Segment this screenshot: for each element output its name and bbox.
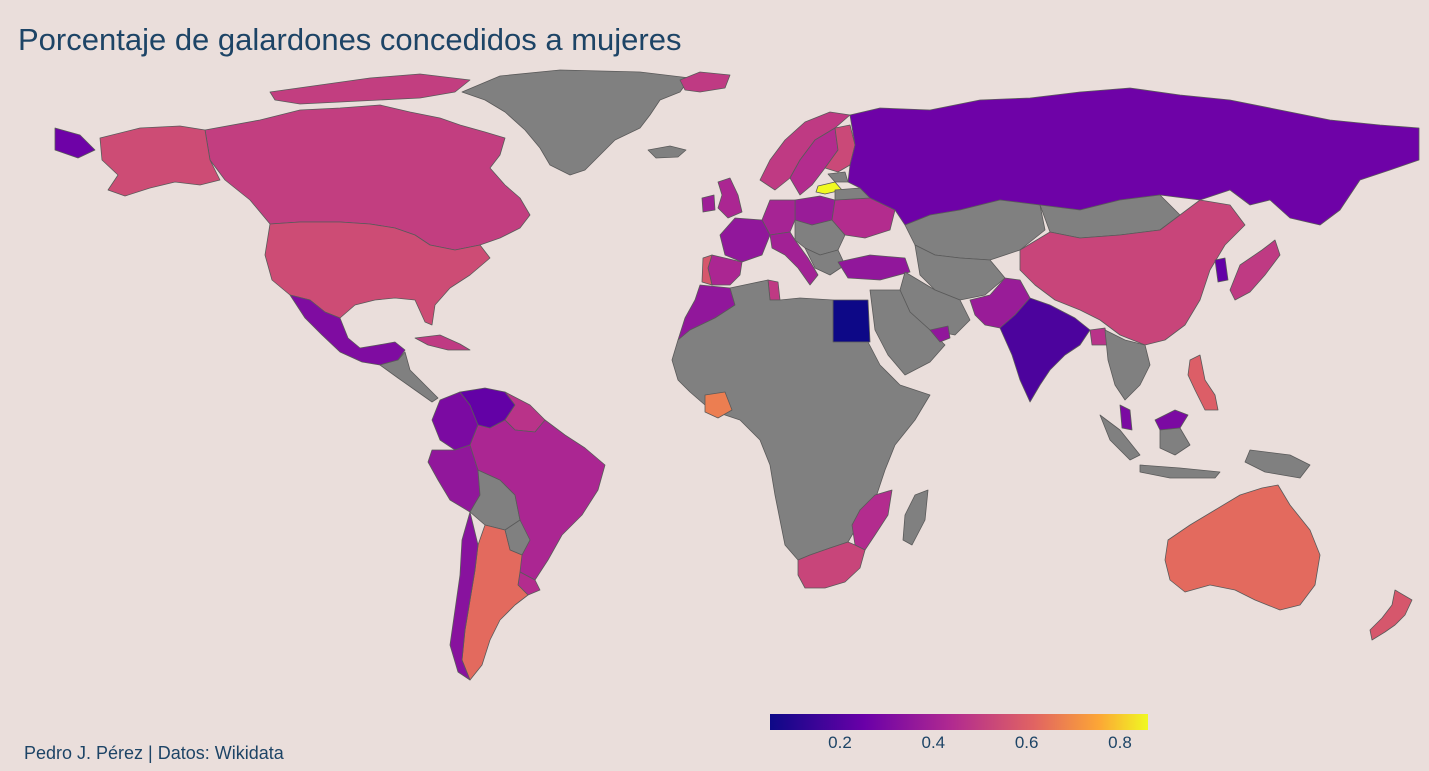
country-ivory-coast — [704, 391, 733, 419]
country-uae — [929, 325, 951, 343]
country-new-zealand — [1369, 589, 1413, 641]
country-peru — [427, 444, 481, 513]
legend-tick-label: 0.8 — [1108, 733, 1132, 752]
legend-color-bar — [770, 714, 1148, 730]
legend-tick-label: 0.4 — [921, 733, 946, 752]
country-russia-chukotka — [54, 127, 96, 159]
country-china — [1019, 199, 1246, 346]
country-ireland — [701, 194, 716, 213]
color-legend: 0.2 0.4 0.6 0.8 — [770, 714, 1148, 759]
country-united-kingdom — [717, 177, 743, 219]
source-caption: Pedro J. Pérez | Datos: Wikidata — [24, 743, 284, 763]
country-southeast-asia — [1104, 329, 1151, 401]
country-greenland-island — [647, 145, 687, 159]
country-madagascar — [902, 489, 929, 546]
country-finland — [824, 124, 856, 173]
country-canada-islands — [269, 73, 471, 105]
country-norway — [759, 111, 851, 191]
country-alaska — [99, 125, 221, 197]
country-france — [719, 217, 771, 263]
country-central-asia — [914, 244, 1006, 301]
country-iceland — [679, 71, 731, 93]
country-estonia — [827, 171, 849, 183]
country-chile — [449, 511, 479, 681]
country-mozambique — [851, 489, 893, 551]
country-south-korea — [1214, 257, 1229, 283]
country-brazil — [469, 419, 606, 581]
country-cuba — [414, 334, 471, 351]
country-egypt — [832, 299, 871, 343]
country-mexico — [289, 294, 406, 366]
country-south-africa — [797, 541, 866, 589]
country-turkey — [837, 254, 911, 281]
country-india — [999, 297, 1091, 403]
country-central-america — [379, 351, 439, 403]
country-indonesia — [1099, 414, 1311, 479]
country-australia — [1164, 484, 1321, 611]
legend-tick-label: 0.2 — [828, 733, 852, 752]
country-greenland — [461, 69, 691, 176]
country-japan — [1229, 239, 1281, 301]
legend-tick-label: 0.6 — [1014, 733, 1039, 752]
country-italy — [769, 231, 819, 286]
country-saudi-arabia — [869, 289, 946, 376]
country-russia — [847, 87, 1420, 226]
country-portugal — [701, 254, 713, 286]
country-malaysia — [1119, 404, 1189, 431]
chart-title: Porcentaje de galardones concedidos a mu… — [18, 22, 682, 57]
country-philippines — [1187, 354, 1219, 411]
